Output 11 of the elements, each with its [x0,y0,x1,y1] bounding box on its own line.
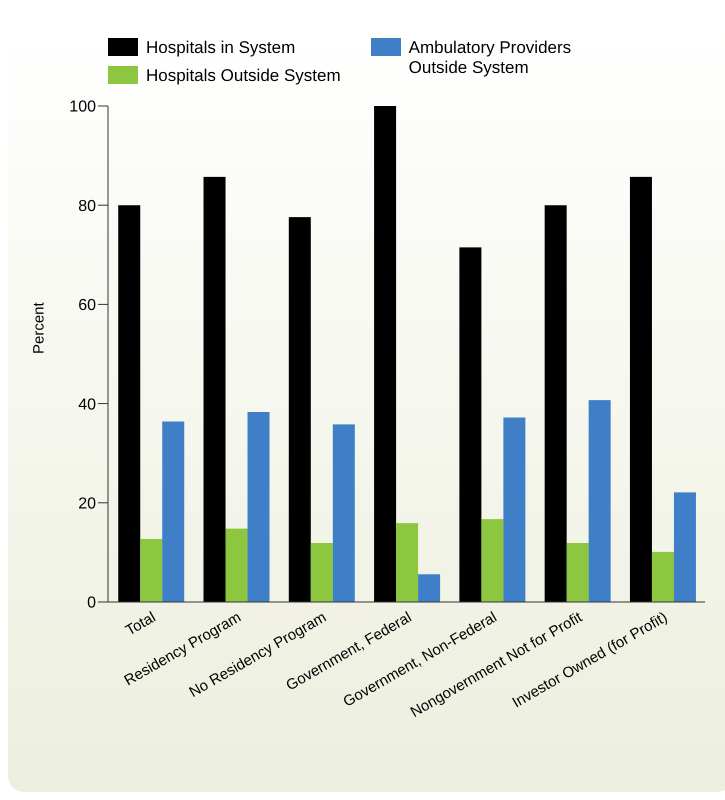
legend-label: Hospitals Outside System [146,66,341,86]
y-tick-label: 40 [78,396,96,414]
y-tick-label: 80 [78,198,96,215]
legend-label: Hospitals in System [146,38,296,58]
y-tick-label: 0 [87,594,96,612]
x-tick-label: Total [122,608,159,640]
y-axis-title: Percent [30,301,48,354]
legend-label: Ambulatory Providers Outside System [408,38,572,78]
y-tick-label: 20 [78,495,96,512]
y-tick-label: 60 [78,297,96,314]
y-tick-label: 100 [69,98,96,116]
